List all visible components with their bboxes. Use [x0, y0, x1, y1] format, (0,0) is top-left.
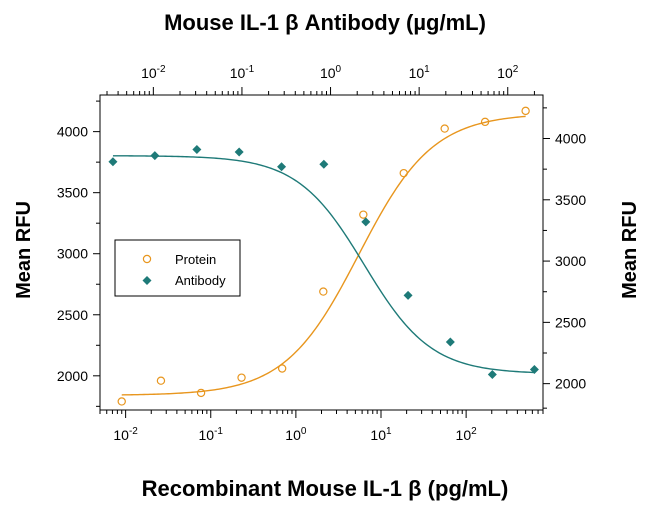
right-axis-title: Mean RFU: [619, 201, 641, 299]
antibody-fit-curve: [112, 155, 535, 374]
bottom-axis-tick-label: 10-1: [199, 426, 224, 443]
bottom-axis-tick-label: 101: [370, 426, 392, 443]
fit-curves-layer: [112, 115, 535, 396]
left-axis-tick-label: 4000: [57, 124, 88, 140]
top-axis-title: Mouse IL-1 β Antibody (µg/mL): [164, 10, 486, 35]
antibody-data-point: [529, 365, 539, 375]
right-axis-tick-label: 3500: [555, 192, 586, 208]
protein-data-point: [277, 364, 287, 373]
top-axis-tick-label: 102: [497, 64, 519, 81]
right-axis-tick-label: 2000: [555, 376, 586, 392]
antibody-data-point: [234, 147, 244, 157]
left-axis-tick-label: 3000: [57, 246, 88, 262]
axis-ticks-layer: 10-2 10-1 100 101 102 10-2 10-1 100 101 102 2000 25…: [57, 64, 587, 443]
top-axis-tick-label: 101: [409, 64, 431, 81]
antibody-data-point: [108, 157, 118, 167]
left-axis-title: Mean RFU: [13, 201, 35, 299]
top-axis-tick-label: 100: [320, 64, 342, 81]
top-axis-tick-label: 10-2: [141, 64, 166, 81]
protein-data-point: [156, 376, 166, 385]
protein-data-point: [440, 124, 449, 133]
antibody-data-point: [277, 162, 287, 172]
antibody-data-point: [192, 145, 202, 155]
legend-protein-label: Protein: [175, 252, 216, 267]
protein-data-point: [480, 117, 490, 127]
antibody-data-point: [403, 290, 413, 300]
protein-data-point: [196, 388, 206, 398]
left-axis-tick-label: 3500: [57, 185, 88, 201]
antibody-data-point: [445, 337, 455, 347]
protein-data-point: [319, 287, 328, 296]
left-axis-tick-label: 2000: [57, 368, 88, 384]
bottom-axis-tick-label: 10-2: [113, 426, 138, 443]
left-axis-tick-label: 2500: [57, 307, 88, 323]
right-axis-tick-label: 2500: [555, 314, 586, 330]
legend-box: [114, 239, 241, 297]
bottom-axis-title: Recombinant Mouse IL-1 β (pg/mL): [142, 476, 509, 501]
antibody-data-point: [319, 159, 329, 169]
protein-data-point: [117, 397, 126, 406]
right-axis-tick-label: 3000: [555, 253, 586, 269]
protein-fit-curve: [121, 115, 526, 396]
legend-antibody-label: Antibody: [175, 273, 226, 288]
data-points-layer: [108, 106, 539, 406]
antibody-data-point: [487, 369, 497, 379]
antibody-data-point: [150, 151, 160, 161]
top-axis-tick-label: 10-1: [230, 64, 255, 81]
legend-antibody-marker: [142, 276, 152, 285]
protein-data-point: [521, 106, 530, 116]
antibody-data-point: [361, 217, 371, 227]
protein-data-point: [359, 210, 368, 219]
legend: Protein Antibody: [114, 239, 241, 297]
legend-protein-marker: [142, 254, 152, 264]
protein-data-point: [399, 168, 408, 178]
bottom-axis-tick-label: 102: [456, 426, 478, 443]
bottom-axis-tick-label: 100: [285, 426, 307, 443]
right-axis-tick-label: 4000: [555, 131, 586, 147]
protein-data-point: [237, 373, 246, 382]
